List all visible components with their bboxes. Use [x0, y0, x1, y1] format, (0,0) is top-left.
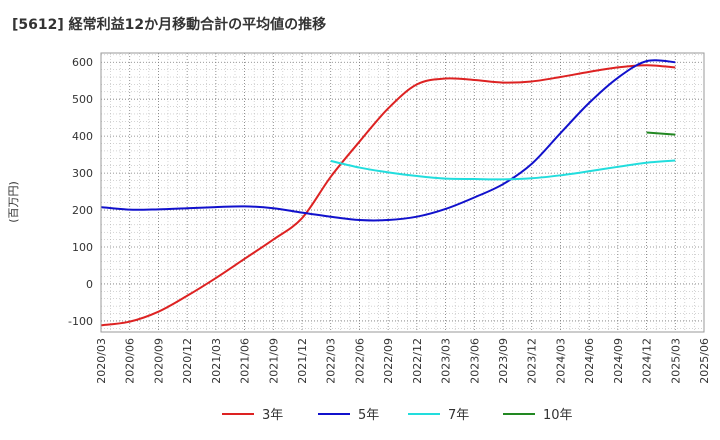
x-tick-label: 2021/09 — [267, 338, 280, 384]
x-tick-labels: 2020/03 2020/06 2020/09 2020/12 2021/03 2021/… — [95, 338, 711, 384]
y-tick-label: 100 — [72, 241, 93, 254]
x-tick-label: 2024/03 — [554, 338, 567, 384]
x-tick-label: 2020/03 — [95, 338, 108, 384]
x-tick-label: 2022/09 — [382, 338, 395, 384]
legend-label-1: 5年 — [358, 408, 379, 423]
x-tick-label: 2023/12 — [526, 338, 539, 384]
x-tick-label: 2023/03 — [440, 338, 453, 384]
chart-title: [5612] 経常利益12か月移動合計の平均値の推移 — [12, 16, 326, 33]
legend-label-0: 3年 — [262, 408, 283, 423]
x-tick-label: 2021/06 — [239, 338, 252, 384]
series-lines — [100, 59, 676, 327]
x-tick-label: 2020/06 — [124, 338, 137, 384]
series-line-2 — [330, 159, 676, 181]
x-tick-label: 2025/06 — [698, 338, 711, 384]
x-tick-label: 2024/09 — [612, 338, 625, 384]
x-tick-label: 2022/03 — [325, 338, 338, 384]
x-tick-label: 2025/03 — [669, 338, 682, 384]
series-line-3 — [646, 131, 676, 136]
y-tick-label: 0 — [86, 278, 93, 291]
y-tick-label: 300 — [72, 167, 93, 180]
legend: 3年 5年 7年 10年 — [222, 408, 573, 423]
legend-label-2: 7年 — [448, 408, 469, 423]
x-tick-label: 2021/12 — [296, 338, 309, 384]
legend-label-3: 10年 — [543, 408, 573, 423]
x-tick-label: 2023/06 — [468, 338, 481, 384]
x-tick-label: 2022/06 — [353, 338, 366, 384]
x-tick-label: 2023/09 — [497, 338, 510, 384]
x-tick-label: 2020/12 — [181, 338, 194, 384]
series-line-0 — [100, 64, 676, 327]
y-axis-label: (百万円) — [7, 181, 20, 223]
x-tick-label: 2024/12 — [641, 338, 654, 384]
x-tick-label: 2022/12 — [411, 338, 424, 384]
x-tick-label: 2021/03 — [210, 338, 223, 384]
y-tick-label: -100 — [68, 315, 93, 328]
x-tick-label: 2024/06 — [583, 338, 596, 384]
y-tick-label: 200 — [72, 204, 93, 217]
x-tick-label: 2020/09 — [152, 338, 165, 384]
series-line-1 — [100, 59, 676, 222]
y-tick-label: 600 — [72, 56, 93, 69]
plot-frame — [100, 52, 705, 333]
y-tick-label: 400 — [72, 130, 93, 143]
y-tick-labels: -100 0 100 200 300 400 500 600 — [68, 56, 93, 328]
y-tick-label: 500 — [72, 93, 93, 106]
